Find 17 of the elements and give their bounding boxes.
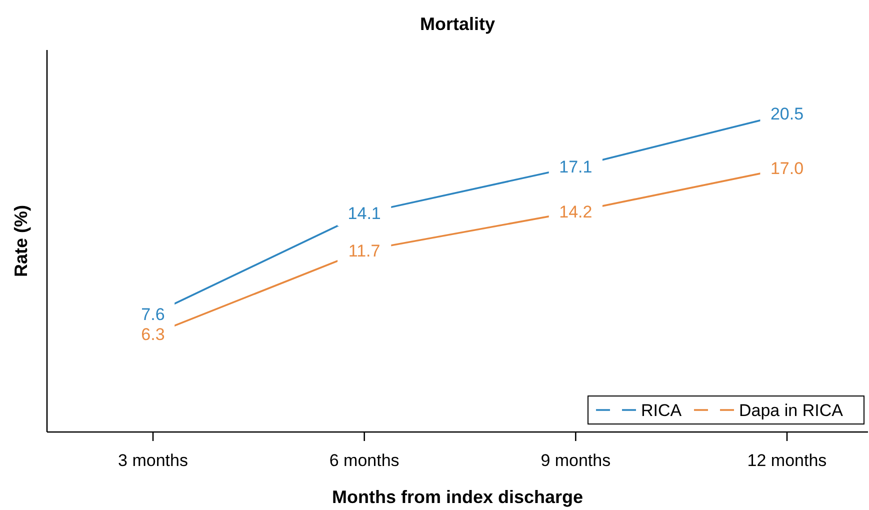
legend-label: RICA: [641, 400, 682, 420]
data-label: 6.3: [141, 325, 165, 344]
chart-title: Mortality: [420, 14, 496, 34]
y-axis-title: Rate (%): [11, 204, 31, 278]
x-tick-label: 3 months: [118, 451, 188, 470]
data-label: 20.5: [770, 104, 804, 124]
data-label: 17.1: [559, 157, 592, 176]
x-tick-label: 6 months: [329, 451, 400, 470]
data-label: 11.7: [348, 241, 380, 260]
x-tick-label: 9 months: [540, 451, 611, 470]
data-label: 14.2: [559, 202, 592, 222]
legend-label: Dapa in RICA: [739, 400, 844, 420]
data-label: 7.6: [141, 304, 165, 324]
data-label: 17.0: [770, 158, 804, 178]
x-axis-title: Months from index discharge: [332, 487, 584, 507]
data-label: 14.1: [348, 204, 381, 223]
x-tick-label: 12 months: [747, 451, 827, 470]
